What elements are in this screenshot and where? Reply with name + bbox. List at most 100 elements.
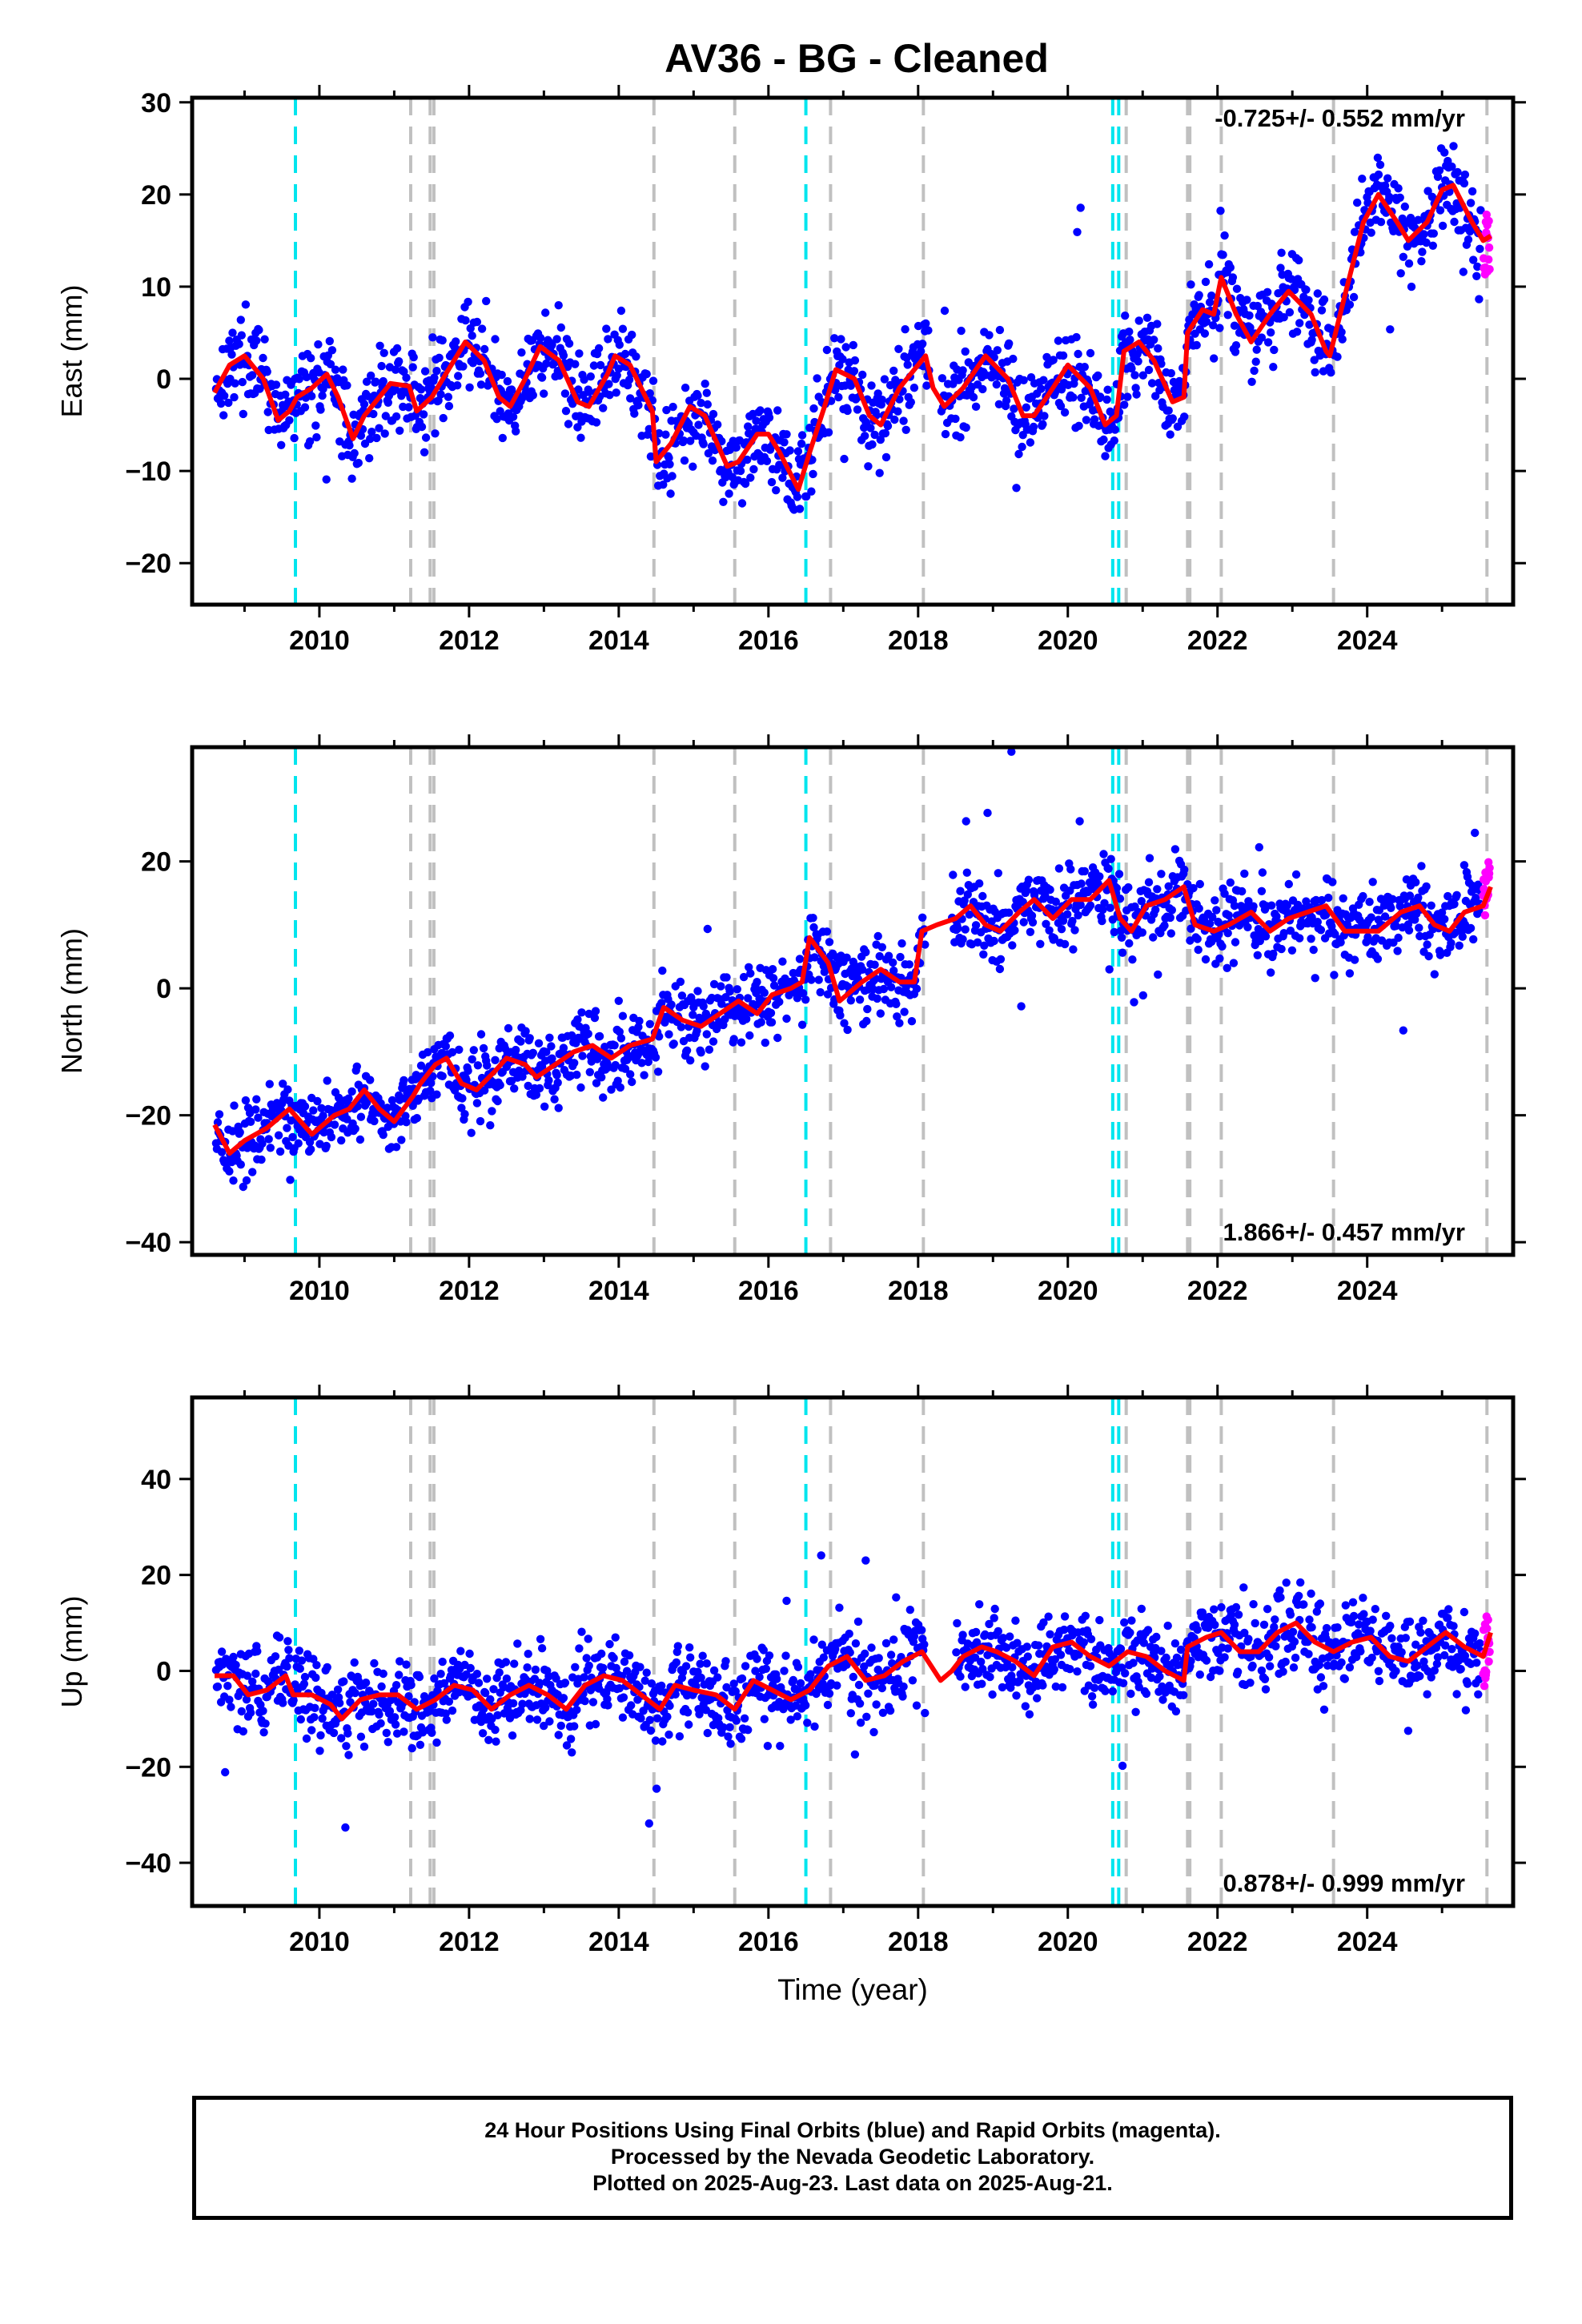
data-point <box>466 1663 475 1673</box>
data-point <box>1195 291 1203 300</box>
data-point <box>387 1096 397 1105</box>
data-point <box>1155 1672 1164 1681</box>
data-point <box>489 1685 498 1694</box>
data-point <box>370 1659 379 1668</box>
data-point <box>1386 325 1395 334</box>
data-point <box>584 1029 592 1039</box>
data-point <box>559 351 568 360</box>
data-point <box>325 336 334 346</box>
data-point <box>789 1675 797 1685</box>
data-point <box>1279 929 1288 938</box>
data-point <box>785 446 794 455</box>
data-point <box>323 1663 331 1672</box>
data-point <box>1206 1672 1215 1682</box>
data-point <box>561 407 571 416</box>
data-point <box>1411 878 1420 887</box>
data-point <box>605 1639 614 1649</box>
data-point <box>767 477 777 487</box>
data-point <box>975 1600 984 1609</box>
data-point <box>1121 312 1130 320</box>
data-point <box>761 1038 769 1047</box>
data-point <box>863 1004 872 1014</box>
data-point <box>1345 300 1355 309</box>
data-point <box>1356 1647 1365 1656</box>
data-point <box>1415 923 1423 932</box>
data-point <box>1430 970 1439 979</box>
data-point <box>309 1106 318 1115</box>
data-point <box>1419 230 1428 239</box>
data-point <box>361 1679 371 1687</box>
data-point <box>693 391 702 400</box>
data-point <box>611 1060 620 1070</box>
data-point <box>1472 1659 1481 1667</box>
x-tick-label: 2012 <box>439 1927 500 1957</box>
data-point <box>1415 1671 1424 1681</box>
data-point <box>834 392 843 402</box>
data-point <box>1443 1614 1452 1622</box>
footer-line-2: Processed by the Nevada Geodetic Laborat… <box>610 2145 1095 2169</box>
data-point <box>938 374 947 383</box>
data-point <box>397 1136 406 1144</box>
data-point <box>705 1045 714 1054</box>
data-point <box>990 1614 998 1622</box>
data-point <box>1419 1657 1428 1666</box>
data-point <box>281 390 290 399</box>
data-point <box>1054 336 1063 345</box>
data-point <box>746 473 755 482</box>
data-point <box>909 384 919 392</box>
data-point <box>1160 921 1169 930</box>
data-point <box>895 1019 904 1027</box>
data-point <box>1157 1647 1166 1655</box>
data-point <box>1096 392 1105 401</box>
data-point <box>740 1714 749 1723</box>
data-point <box>1209 321 1218 330</box>
data-point <box>846 996 856 1005</box>
data-point <box>478 1729 488 1738</box>
data-point <box>666 489 675 498</box>
data-point <box>861 1556 870 1565</box>
data-point <box>1082 416 1091 424</box>
data-point <box>1132 390 1141 399</box>
x-tick-label: 2024 <box>1337 625 1398 656</box>
data-point <box>1333 352 1342 361</box>
data-point <box>703 1728 712 1738</box>
data-point <box>628 1077 636 1087</box>
data-point <box>1012 1691 1021 1700</box>
data-point <box>599 1093 608 1102</box>
data-point <box>235 340 243 348</box>
data-point <box>636 1663 644 1671</box>
data-point <box>572 1705 581 1715</box>
data-point <box>918 340 927 348</box>
data-point <box>402 1660 411 1669</box>
data-point <box>229 1176 238 1185</box>
data-point <box>616 1034 626 1043</box>
x-tick-label: 2022 <box>1187 1927 1248 1957</box>
data-point <box>1080 363 1090 372</box>
data-point <box>1138 928 1147 937</box>
data-point <box>404 403 413 412</box>
data-point <box>1246 1679 1255 1687</box>
data-point <box>465 383 474 392</box>
data-point <box>216 399 226 408</box>
data-point <box>1373 955 1383 963</box>
data-point <box>1224 911 1234 920</box>
data-point <box>686 1056 695 1065</box>
data-point <box>830 334 839 343</box>
data-point <box>343 1115 351 1124</box>
data-point <box>517 348 526 357</box>
data-point <box>359 400 369 408</box>
data-point <box>438 1657 447 1667</box>
data-point <box>1210 1605 1219 1614</box>
data-point <box>367 1707 376 1716</box>
data-point <box>597 1649 606 1659</box>
data-point <box>339 1677 348 1686</box>
data-point <box>628 330 636 340</box>
data-point <box>739 972 749 982</box>
data-point <box>1219 251 1227 259</box>
data-point <box>568 1748 576 1757</box>
data-point <box>679 436 689 445</box>
data-point <box>1363 933 1372 942</box>
data-point <box>366 1076 375 1084</box>
data-point <box>1142 1689 1151 1699</box>
data-point <box>1460 179 1469 188</box>
